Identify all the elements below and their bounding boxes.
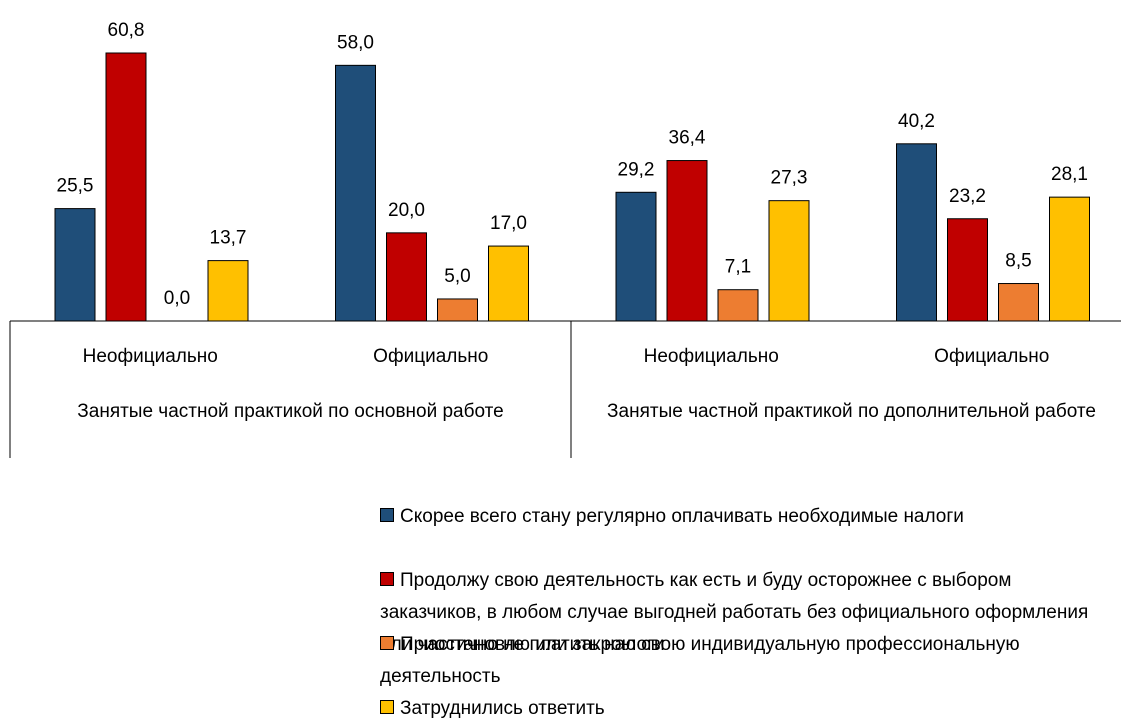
data-label: 27,3 xyxy=(771,168,808,189)
bar xyxy=(336,65,376,321)
data-label: 5,0 xyxy=(444,266,470,287)
data-label: 60,8 xyxy=(108,20,145,41)
legend-item: Приостановлю или закрою свою индивидуаль… xyxy=(380,629,1115,693)
data-label: 13,7 xyxy=(210,228,247,249)
bar xyxy=(106,53,146,321)
bar xyxy=(948,219,988,321)
legend-item: Затруднились ответить xyxy=(380,693,1115,725)
bar xyxy=(667,161,707,321)
bar xyxy=(1050,197,1090,321)
bar xyxy=(718,290,758,321)
legend-label: Затруднились ответить xyxy=(400,698,605,719)
data-label: 7,1 xyxy=(725,257,751,278)
data-label: 8,5 xyxy=(1005,251,1031,272)
data-label: 29,2 xyxy=(618,159,655,180)
data-label: 36,4 xyxy=(669,128,706,149)
bar xyxy=(897,144,937,321)
chart: 25,5 60,8 0,0 13,7 Неофициально 58,0 20,0 5,0 17… xyxy=(0,0,1121,460)
data-label: 23,2 xyxy=(949,186,986,207)
bar xyxy=(769,201,809,321)
bar xyxy=(616,192,656,321)
bar xyxy=(387,233,427,321)
x-tick-label: Неофициально xyxy=(83,346,218,367)
legend-swatch xyxy=(380,700,394,714)
bar xyxy=(438,299,478,321)
data-label: 17,0 xyxy=(490,213,527,234)
legend-item: Скорее всего стану регулярно оплачивать … xyxy=(380,501,1115,533)
data-label: 20,0 xyxy=(388,200,425,221)
data-label: 40,2 xyxy=(898,111,935,132)
legend-label: Приостановлю или закрою свою индивидуаль… xyxy=(380,634,1020,687)
data-label: 58,0 xyxy=(337,32,374,53)
bar xyxy=(999,284,1039,321)
legend-label: Скорее всего стану регулярно оплачивать … xyxy=(400,506,964,527)
bar xyxy=(489,246,529,321)
data-label: 25,5 xyxy=(57,176,94,197)
bar xyxy=(55,209,95,321)
group-label: Занятые частной практикой по основной ра… xyxy=(11,396,571,428)
x-tick-label: Официально xyxy=(373,346,488,367)
group-label: Занятые частной практикой по дополнитель… xyxy=(572,396,1121,428)
x-tick-label: Неофициально xyxy=(644,346,779,367)
data-label: 0,0 xyxy=(164,288,190,309)
x-tick-label: Официально xyxy=(934,346,1049,367)
legend-swatch xyxy=(380,572,394,586)
bar xyxy=(208,261,248,321)
data-label: 28,1 xyxy=(1051,164,1088,185)
legend-swatch xyxy=(380,508,394,522)
legend-swatch xyxy=(380,636,394,650)
